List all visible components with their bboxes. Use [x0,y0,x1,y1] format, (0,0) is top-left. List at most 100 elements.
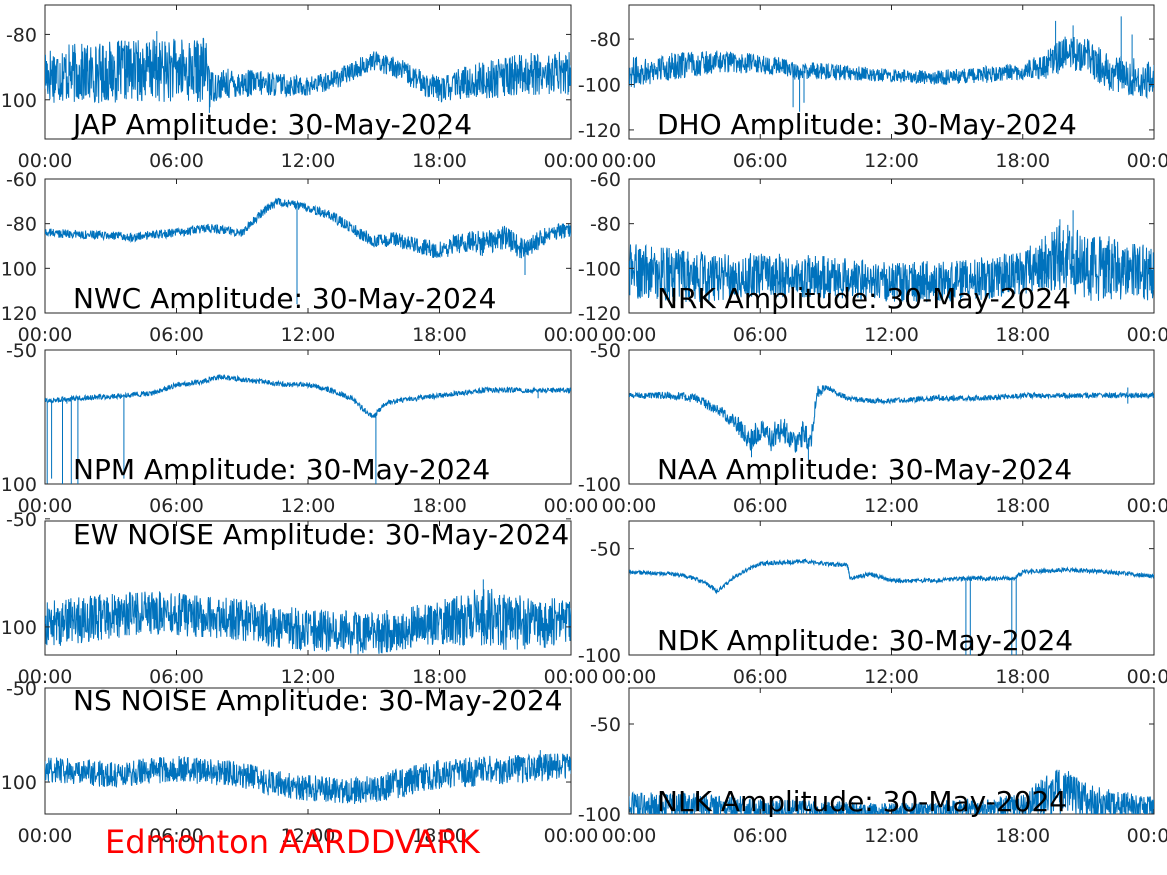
x-tick-label: 18:00 [412,666,467,688]
x-tick-label: 00:00 [18,666,73,688]
x-tick-label: 12:00 [864,666,919,688]
x-tick-label: 12:00 [281,825,336,847]
y-tick-label: -50 [6,509,37,531]
x-tick-label: 00:00 [1127,150,1167,172]
data-series-trace [629,16,1154,112]
y-tick-label: 100 [1,258,37,280]
x-tick-label: 00:00 [544,495,599,517]
x-tick-label: 12:00 [281,150,336,172]
data-series-trace [45,750,571,805]
data-series-trace [45,579,571,655]
panel-title: DHO Amplitude: 30-May-2024 [657,108,1077,141]
y-tick-label: -120 [578,303,621,325]
x-tick-label: 00:00 [544,825,599,847]
y-tick-label: 100 [1,772,37,794]
panel-title: NWC Amplitude: 30-May-2024 [73,282,496,315]
panel-title: NRK Amplitude: 30-May-2024 [657,282,1071,315]
y-tick-label: -50 [6,340,37,362]
data-series-trace [629,557,1154,655]
x-tick-label: 18:00 [995,324,1050,346]
x-tick-label: 12:00 [281,495,336,517]
x-tick-label: 06:00 [733,324,788,346]
data-series-trace [45,197,571,305]
x-tick-label: 18:00 [995,666,1050,688]
y-tick-label: -60 [590,169,621,191]
x-tick-label: 12:00 [281,666,336,688]
y-tick-label: -100 [578,804,621,826]
y-tick-label: -100 [578,74,621,96]
y-tick-label: -80 [590,29,621,51]
panel-title: NPM Amplitude: 30-May-2024 [73,453,490,486]
x-tick-label: 00:00 [18,150,73,172]
x-tick-label: 00:00 [544,324,599,346]
x-tick-label: 06:00 [733,825,788,847]
x-tick-label: 18:00 [995,825,1050,847]
y-tick-label: -100 [578,474,621,496]
y-tick-label: -60 [6,169,37,191]
panel-title: EW NOISE Amplitude: 30-May-2024 [73,518,569,551]
data-series-trace [629,769,1154,814]
station-title: Edmonton AARDDVARK [105,823,481,861]
plot-area [628,4,1155,140]
x-tick-label: 12:00 [281,324,336,346]
x-tick-label: 12:00 [864,825,919,847]
x-tick-label: 18:00 [412,150,467,172]
x-tick-label: 18:00 [995,495,1050,517]
y-tick-label: 100 [1,474,37,496]
x-tick-label: 06:00 [149,150,204,172]
x-tick-label: 00:00 [602,825,657,847]
plot-area [628,520,1155,656]
x-tick-label: 00:00 [544,666,599,688]
y-tick-label: -120 [578,120,621,142]
y-tick-label: -50 [590,714,621,736]
data-series-trace [45,31,571,113]
x-tick-label: 00:00 [602,666,657,688]
plot-area [44,349,572,485]
chart-panel-ns: -50 100 00:00 06:00 12:00 18:00 00:00 NS NOISE … [1,678,599,847]
x-tick-label: 00:00 [18,825,73,847]
x-tick-label: 18:00 [412,324,467,346]
x-tick-label: 00:00 [1127,495,1167,517]
data-series-trace [45,373,571,484]
y-tick-label: -50 [590,340,621,362]
x-tick-label: 00:00 [602,324,657,346]
y-tick-label: 100 [1,617,37,639]
x-tick-label: 06:00 [733,666,788,688]
panel-title: NLK Amplitude: 30-May-2024 [657,785,1067,818]
x-tick-label: 00:00 [602,150,657,172]
x-tick-label: 00:00 [544,150,599,172]
data-series-trace [629,210,1154,303]
x-tick-label: 12:00 [864,495,919,517]
y-tick-label: 120 [1,303,37,325]
x-tick-label: 06:00 [733,150,788,172]
plot-area [628,349,1155,485]
x-tick-label: 00:00 [1127,666,1167,688]
y-tick-label: 100 [1,90,37,112]
x-tick-label: 00:00 [18,495,73,517]
y-tick-label: -80 [590,214,621,236]
data-series-trace [629,384,1154,460]
y-tick-label: -50 [6,678,37,700]
y-tick-label: -100 [578,258,621,280]
x-tick-label: 00:00 [1127,825,1167,847]
x-tick-label: 00:00 [1127,324,1167,346]
x-tick-label: 00:00 [18,324,73,346]
y-tick-label: -50 [590,539,621,561]
x-tick-label: 06:00 [733,495,788,517]
y-tick-label: -80 [6,24,37,46]
chart-panel-dho: -80-100-12000:0006:0012:0018:0000:00DHO … [578,4,1167,172]
y-tick-label: -100 [578,645,621,667]
panel-title: NDK Amplitude: 30-May-2024 [657,624,1073,657]
plot-area [44,687,572,815]
x-tick-label: 06:00 [149,495,204,517]
x-tick-label: 12:00 [864,150,919,172]
x-tick-label: 18:00 [412,825,467,847]
chart-panel-jap: -80 100 00:00 06:00 12:00 18:00 00:00 JAP Ampli… [1,4,599,172]
panel-title: NAA Amplitude: 30-May-2024 [657,453,1072,486]
